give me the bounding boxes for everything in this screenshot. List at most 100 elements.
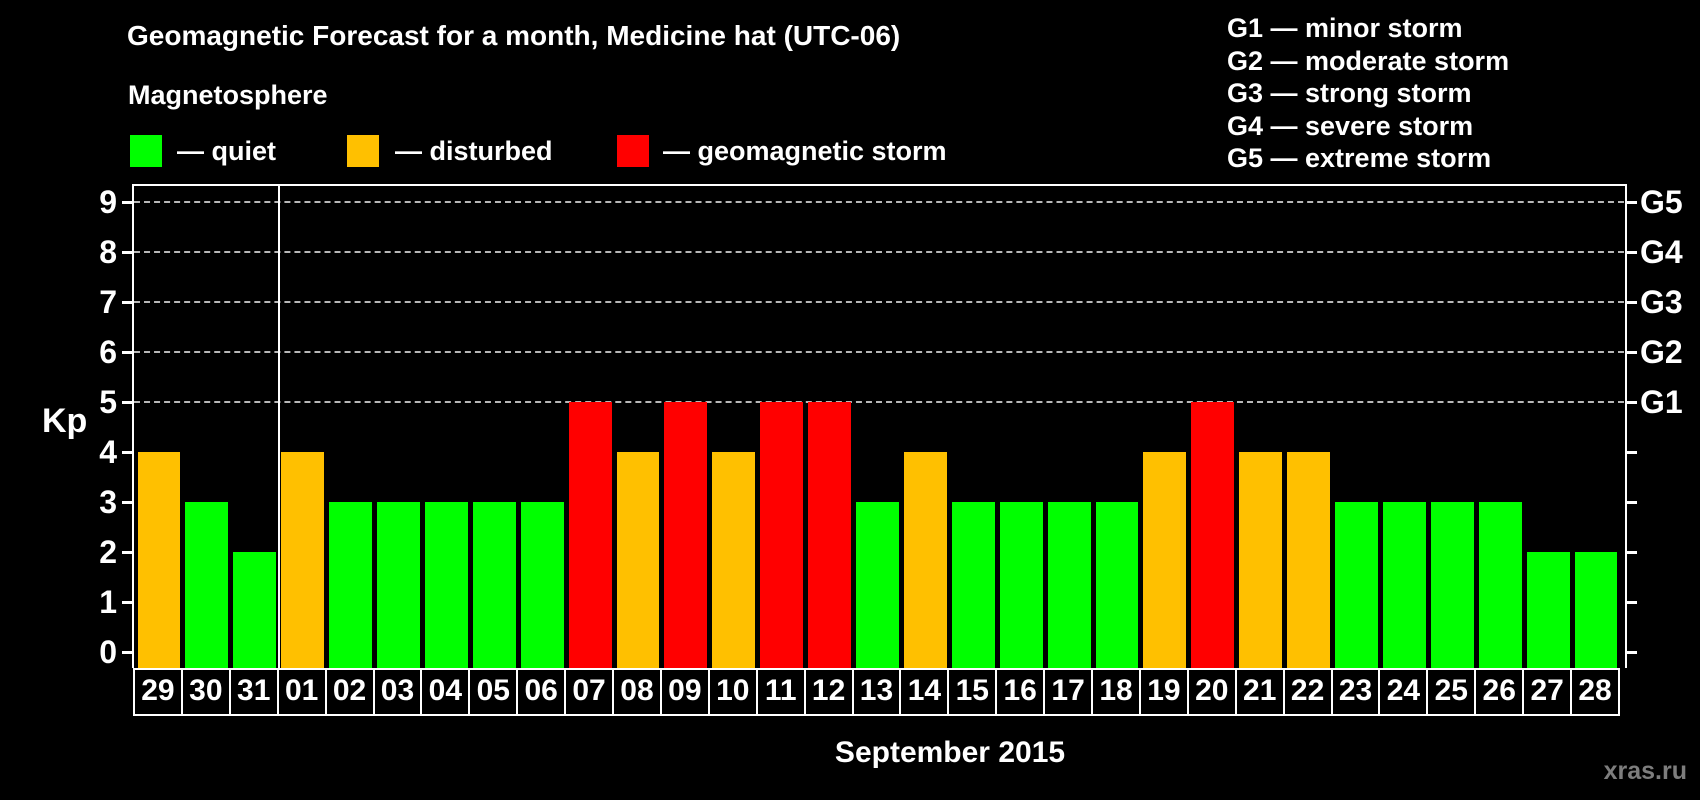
y-axis-tick-label: 0 xyxy=(99,634,117,670)
plot-border-top xyxy=(132,184,1627,186)
g-axis-tick xyxy=(1627,351,1637,354)
x-axis-day-label: 22 xyxy=(1282,668,1333,716)
kp-bar-day-14 xyxy=(903,452,947,668)
kp-bar-day-25 xyxy=(1430,502,1474,668)
kp-bar-day-30 xyxy=(185,502,229,668)
plot-border-right xyxy=(1625,184,1627,668)
kp-bar-day-22 xyxy=(1287,452,1331,668)
kp-bar-day-08 xyxy=(616,452,660,668)
x-axis-day-label: 05 xyxy=(468,668,519,716)
plot-border-left xyxy=(132,184,134,668)
kp-bar-day-26 xyxy=(1478,502,1522,668)
kp-bar-day-03 xyxy=(377,502,420,668)
y-axis-title: Kp xyxy=(42,402,88,440)
x-axis-day-label: 13 xyxy=(851,668,902,716)
y-axis-tick-label: 9 xyxy=(99,184,117,220)
x-axis-day-label: 25 xyxy=(1426,668,1477,716)
watermark: xras.ru xyxy=(1603,757,1687,785)
x-axis-day-label: 26 xyxy=(1474,668,1525,716)
y-axis-tick xyxy=(122,401,132,404)
legend-swatch-storm xyxy=(617,135,649,167)
x-axis-day-label: 19 xyxy=(1138,668,1189,716)
x-axis-day-label: 18 xyxy=(1091,668,1141,716)
g-scale-legend-item: G4 — severe storm xyxy=(1227,110,1474,141)
x-axis-day-label: 07 xyxy=(564,668,615,716)
kp-bar-day-18 xyxy=(1095,502,1139,668)
chart-title: Geomagnetic Forecast for a month, Medici… xyxy=(127,20,901,51)
g-scale-legend-item: G1 — minor storm xyxy=(1227,13,1463,43)
gridline-kp7 xyxy=(134,301,1624,303)
legend-label-disturbed: — disturbed xyxy=(395,136,553,166)
y-axis-tick xyxy=(122,501,132,504)
x-axis-day-label: 06 xyxy=(516,668,567,716)
kp-bar-day-13 xyxy=(856,502,899,668)
legend-swatch-quiet xyxy=(130,135,162,167)
g-axis-tick-label: G1 xyxy=(1640,384,1683,420)
g-axis-tick-label: G2 xyxy=(1640,334,1683,370)
x-axis-day-label: 02 xyxy=(324,668,375,716)
kp-bar-day-19 xyxy=(1143,452,1187,668)
kp-bar-day-20 xyxy=(1191,402,1235,668)
legend-swatch-disturbed xyxy=(347,135,379,167)
kp-bar-day-11 xyxy=(760,402,804,668)
g-scale-legend: G1 — minor storm G2 — moderate storm G3 — … xyxy=(1227,12,1509,175)
y-axis-tick xyxy=(122,201,132,204)
g-axis-tick xyxy=(1627,401,1637,404)
y-axis-tick-label: 5 xyxy=(99,384,117,420)
x-axis-day-label: 15 xyxy=(947,668,998,716)
y-axis-tick-label: 6 xyxy=(99,334,117,370)
y-axis-tick xyxy=(122,551,132,554)
kp-bar-day-16 xyxy=(999,502,1043,668)
x-axis-day-label: 24 xyxy=(1378,668,1429,716)
kp-bar-day-06 xyxy=(520,502,564,668)
y-axis-tick xyxy=(122,251,132,254)
kp-bar-day-27 xyxy=(1526,552,1570,668)
x-axis-day-label: 14 xyxy=(899,668,950,716)
x-axis-day-label: 20 xyxy=(1186,668,1237,716)
x-axis-day-label: 31 xyxy=(228,668,279,716)
legend-label-storm: — geomagnetic storm xyxy=(663,136,947,166)
g-scale-legend-item: G5 — extreme storm xyxy=(1227,143,1492,173)
g-axis-tick xyxy=(1627,501,1637,504)
y-axis-tick-label: 7 xyxy=(99,284,117,320)
y-axis-tick xyxy=(122,601,132,604)
x-axis-day-label: 03 xyxy=(372,668,423,716)
x-axis-day-label: 11 xyxy=(755,668,806,716)
x-axis-day-label: 28 xyxy=(1570,668,1620,716)
g-scale-legend-item: G2 — moderate storm xyxy=(1227,45,1510,76)
kp-bar-day-17 xyxy=(1047,502,1091,668)
g-scale-legend-item: G3 — strong storm xyxy=(1227,78,1472,108)
kp-bar-day-05 xyxy=(472,502,516,668)
kp-bar-day-24 xyxy=(1382,502,1426,668)
y-axis-tick xyxy=(122,301,132,304)
x-axis-day-label: 09 xyxy=(659,668,710,716)
g-axis-tick xyxy=(1627,451,1637,454)
kp-bar-day-12 xyxy=(808,402,852,668)
kp-bar-day-23 xyxy=(1335,502,1378,668)
kp-bar-day-01 xyxy=(281,452,325,668)
x-axis-day-label: 12 xyxy=(803,668,854,716)
y-axis-tick-label: 1 xyxy=(99,584,117,620)
x-axis-day-label: 23 xyxy=(1330,668,1381,716)
kp-bar-day-10 xyxy=(712,452,756,668)
x-axis-title: September 2015 xyxy=(834,736,1066,769)
x-axis-day-label: 08 xyxy=(612,668,662,716)
kp-bar-day-28 xyxy=(1574,552,1618,668)
y-axis-tick xyxy=(122,651,132,654)
g-axis-tick-label: G5 xyxy=(1640,184,1683,220)
kp-bar-day-07 xyxy=(568,402,612,668)
x-axis-day-label: 16 xyxy=(995,668,1046,716)
g-axis-tick xyxy=(1627,551,1637,554)
g-axis-tick-label: G4 xyxy=(1640,234,1683,270)
y-axis-tick-label: 3 xyxy=(99,484,117,520)
g-axis-tick-label: G3 xyxy=(1640,284,1683,320)
kp-bar-day-04 xyxy=(424,502,468,668)
x-axis-day-label: 30 xyxy=(180,668,231,716)
x-axis-day-label: 29 xyxy=(133,668,183,716)
x-axis-day-label: 04 xyxy=(420,668,471,716)
x-axis-day-label: 17 xyxy=(1043,668,1094,716)
kp-bar-day-02 xyxy=(329,502,372,668)
month-boundary-line xyxy=(277,184,280,668)
kp-bar-day-09 xyxy=(664,402,708,668)
